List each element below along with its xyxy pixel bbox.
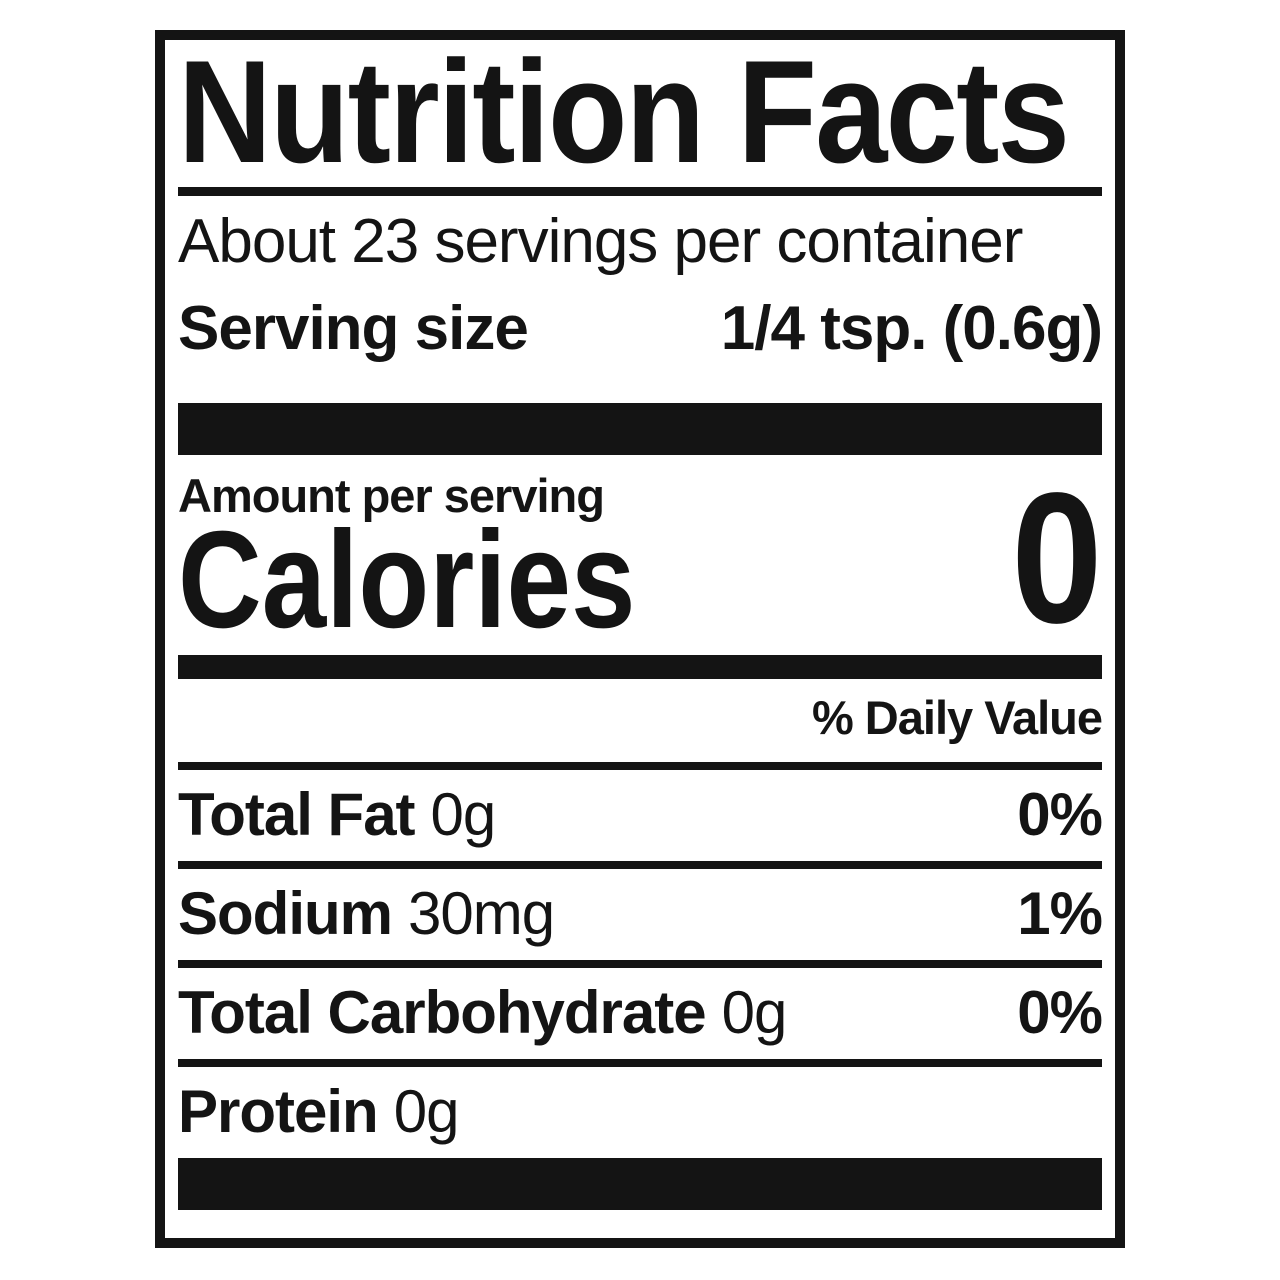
amount-per-serving-label: Amount per serving bbox=[178, 468, 605, 522]
daily-value-header: % Daily Value bbox=[811, 691, 1103, 745]
nutrition-facts-label: Nutrition Facts About 23 servings per co… bbox=[155, 30, 1125, 1249]
nutrient-name-amount: Protein 0g bbox=[178, 1078, 460, 1146]
serving-size-row: Serving size 1/4 tsp. (0.6g) bbox=[178, 294, 1103, 364]
label-title-text: Nutrition Facts bbox=[178, 30, 1070, 193]
nutrient-amount: 30mg bbox=[408, 880, 555, 948]
nutrient-amount: 0g bbox=[393, 1078, 460, 1146]
calories-label: Calories bbox=[178, 502, 636, 657]
nutrient-amount: 0g bbox=[721, 979, 788, 1047]
title-separator-rule bbox=[178, 187, 1102, 197]
label-title: Nutrition Facts bbox=[178, 30, 1102, 193]
nutrient-daily-value: 0% bbox=[1017, 781, 1103, 849]
separator-bar-thick-bottom bbox=[178, 1158, 1102, 1211]
nutrient-table: Total Fat 0g 0% Sodium 30mg 1% Total Carbo… bbox=[178, 762, 1103, 1158]
servings-per-container: About 23 servings per container bbox=[178, 207, 1023, 277]
nutrient-name: Protein bbox=[178, 1078, 379, 1146]
nutrient-daily-value: 0% bbox=[1017, 979, 1103, 1047]
serving-size-value: 1/4 tsp. (0.6g) bbox=[720, 294, 1103, 364]
nutrient-row-total-fat: Total Fat 0g 0% bbox=[178, 762, 1103, 861]
nutrient-daily-value: 1% bbox=[1017, 880, 1103, 948]
nutrient-name-amount: Total Fat 0g bbox=[178, 781, 497, 849]
nutrient-amount: 0g bbox=[430, 781, 497, 849]
calories-value: 0 bbox=[999, 466, 1102, 652]
nutrient-name-amount: Total Carbohydrate 0g bbox=[178, 979, 788, 1047]
calories-row: Calories 0 bbox=[178, 466, 1102, 657]
nutrient-row-sodium: Sodium 30mg 1% bbox=[178, 861, 1103, 960]
serving-size-label: Serving size bbox=[178, 294, 529, 364]
nutrient-name-amount: Sodium 30mg bbox=[178, 880, 555, 948]
nutrient-row-total-carbohydrate: Total Carbohydrate 0g 0% bbox=[178, 960, 1103, 1059]
nutrient-name: Sodium bbox=[178, 880, 393, 948]
separator-bar-thick-top bbox=[178, 402, 1102, 455]
calories-value-text: 0 bbox=[1010, 455, 1102, 663]
nutrient-name: Total Carbohydrate bbox=[178, 979, 707, 1047]
separator-bar-medium bbox=[178, 655, 1102, 680]
nutrient-row-protein: Protein 0g bbox=[178, 1059, 1102, 1158]
nutrient-name: Total Fat bbox=[178, 781, 416, 849]
